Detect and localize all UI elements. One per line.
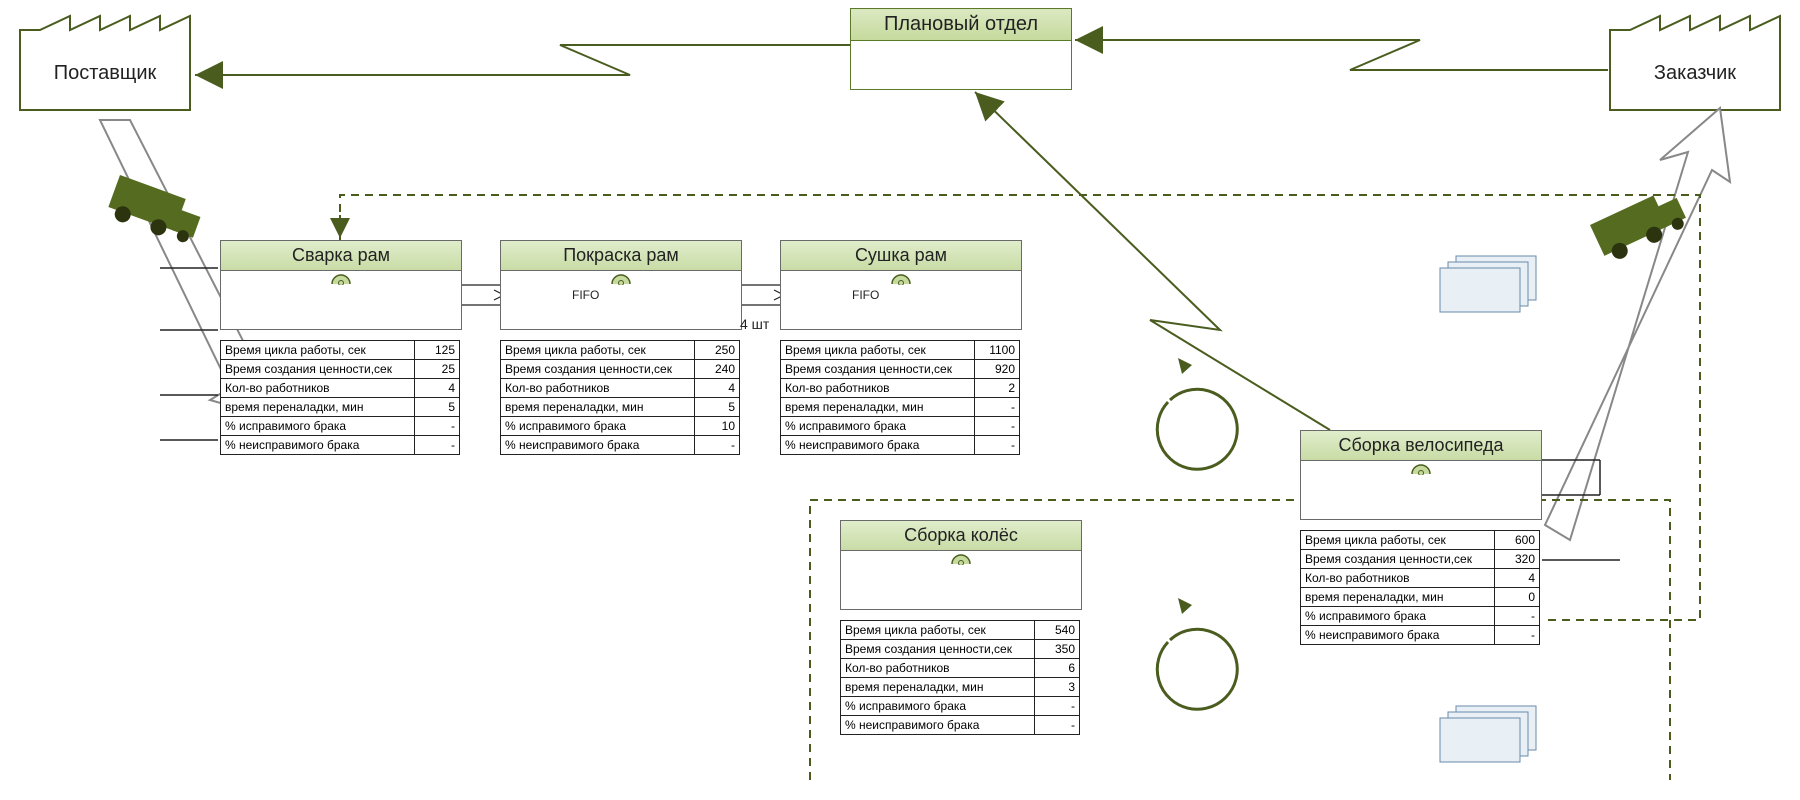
- metric-value: 320: [1495, 550, 1540, 569]
- metric-label: Время создания ценности,сек: [1301, 550, 1495, 569]
- metric-label: Время цикла работы, сек: [1301, 531, 1495, 550]
- planning-dept-box: Плановый отдел: [850, 8, 1072, 90]
- metric-value: 10: [695, 417, 740, 436]
- metric-label: % исправимого брака: [221, 417, 415, 436]
- cycle-arrow-2: [1157, 629, 1237, 709]
- metric-value: 3: [1035, 678, 1080, 697]
- metric-value: 540: [1035, 621, 1080, 640]
- metric-label: Время цикла работы, сек: [841, 621, 1035, 640]
- metric-label: Время цикла работы, сек: [501, 341, 695, 360]
- metric-label: Кол-во работников: [221, 379, 415, 398]
- process-box-assembly: Сборка велосипеда: [1300, 430, 1542, 520]
- metric-label: Время создания ценности,сек: [841, 640, 1035, 659]
- metric-value: 5: [695, 398, 740, 417]
- process-metrics-welding: Время цикла работы, сек125Время создания…: [220, 340, 460, 455]
- fifo-label-2: FIFO: [852, 288, 879, 302]
- operator-icon: [950, 551, 972, 565]
- process-metrics-assembly: Время цикла работы, сек600Время создания…: [1300, 530, 1540, 645]
- process-metrics-drying: Время цикла работы, сек1100Время создани…: [780, 340, 1020, 455]
- delivery-arrow-outbound: [1545, 108, 1730, 540]
- metric-value: 250: [695, 341, 740, 360]
- metric-label: время переналадки, мин: [1301, 588, 1495, 607]
- metric-label: % неисправимого брака: [781, 436, 975, 455]
- operator-icon: [330, 271, 352, 285]
- item-count-label: 4 шт: [740, 316, 769, 332]
- customer-factory-icon: [1610, 16, 1780, 110]
- metric-value: 920: [975, 360, 1020, 379]
- operator-icon: [890, 271, 912, 285]
- metric-value: -: [975, 417, 1020, 436]
- metric-value: -: [1495, 607, 1540, 626]
- metric-value: -: [1035, 697, 1080, 716]
- metric-label: % неисправимого брака: [221, 436, 415, 455]
- fifo-label-1: FIFO: [572, 288, 599, 302]
- metric-value: 1100: [975, 341, 1020, 360]
- metric-label: время переналадки, мин: [781, 398, 975, 417]
- metric-label: % неисправимого брака: [1301, 626, 1495, 645]
- metric-value: -: [975, 398, 1020, 417]
- process-box-drying: Сушка рам: [780, 240, 1022, 330]
- process-box-painting: Покраска рам: [500, 240, 742, 330]
- metric-label: Время создания ценности,сек: [221, 360, 415, 379]
- metric-label: % исправимого брака: [501, 417, 695, 436]
- info-arrow-assembly-to-planning: [975, 92, 1330, 430]
- process-title-drying: Сушка рам: [781, 241, 1021, 271]
- metric-value: -: [695, 436, 740, 455]
- process-title-painting: Покраска рам: [501, 241, 741, 271]
- metric-label: Время создания ценности,сек: [501, 360, 695, 379]
- metric-value: 240: [695, 360, 740, 379]
- metric-label: % исправимого брака: [781, 417, 975, 436]
- metric-label: время переналадки, мин: [501, 398, 695, 417]
- metric-label: Кол-во работников: [501, 379, 695, 398]
- metric-value: -: [415, 417, 460, 436]
- metric-label: время переналадки, мин: [221, 398, 415, 417]
- metric-label: % исправимого брака: [1301, 607, 1495, 626]
- operator-icon: [1410, 461, 1432, 475]
- metric-label: % неисправимого брака: [841, 716, 1035, 735]
- document-stack-top: [1440, 256, 1536, 312]
- metric-value: 0: [1495, 588, 1540, 607]
- metric-value: 4: [695, 379, 740, 398]
- metric-label: Кол-во работников: [841, 659, 1035, 678]
- metric-value: -: [975, 436, 1020, 455]
- info-arrow-planning-to-supplier: [195, 45, 850, 75]
- metric-value: 6: [1035, 659, 1080, 678]
- process-metrics-painting: Время цикла работы, сек250Время создания…: [500, 340, 740, 455]
- metric-value: -: [1495, 626, 1540, 645]
- process-box-wheels: Сборка колёс: [840, 520, 1082, 610]
- process-title-assembly: Сборка велосипеда: [1301, 431, 1541, 461]
- metric-label: Кол-во работников: [1301, 569, 1495, 588]
- process-title-welding: Сварка рам: [221, 241, 461, 271]
- metric-value: 4: [415, 379, 460, 398]
- metric-value: 25: [415, 360, 460, 379]
- metric-label: Время цикла работы, сек: [221, 341, 415, 360]
- metric-label: Время создания ценности,сек: [781, 360, 975, 379]
- metric-value: -: [415, 436, 460, 455]
- metric-value: 125: [415, 341, 460, 360]
- process-title-wheels: Сборка колёс: [841, 521, 1081, 551]
- metric-label: % исправимого брака: [841, 697, 1035, 716]
- vsm-diagram: Поставщик Заказчик Плановый отдел Сварка…: [0, 0, 1800, 800]
- process-box-welding: Сварка рам: [220, 240, 462, 330]
- truck-icon-outbound: [1590, 187, 1690, 265]
- metric-value: 4: [1495, 569, 1540, 588]
- cycle-arrow-1: [1157, 389, 1237, 469]
- metric-value: 5: [415, 398, 460, 417]
- document-stack-bottom: [1440, 706, 1536, 762]
- metric-value: -: [1035, 716, 1080, 735]
- metric-value: 600: [1495, 531, 1540, 550]
- metric-label: Кол-во работников: [781, 379, 975, 398]
- info-arrow-customer-to-planning: [1075, 40, 1608, 70]
- metric-value: 350: [1035, 640, 1080, 659]
- operator-icon: [610, 271, 632, 285]
- metric-label: % неисправимого брака: [501, 436, 695, 455]
- process-metrics-wheels: Время цикла работы, сек540Время создания…: [840, 620, 1080, 735]
- supplier-factory-icon: [20, 16, 190, 110]
- metric-label: время переналадки, мин: [841, 678, 1035, 697]
- metric-value: 2: [975, 379, 1020, 398]
- planning-dept-title: Плановый отдел: [851, 9, 1071, 41]
- metric-label: Время цикла работы, сек: [781, 341, 975, 360]
